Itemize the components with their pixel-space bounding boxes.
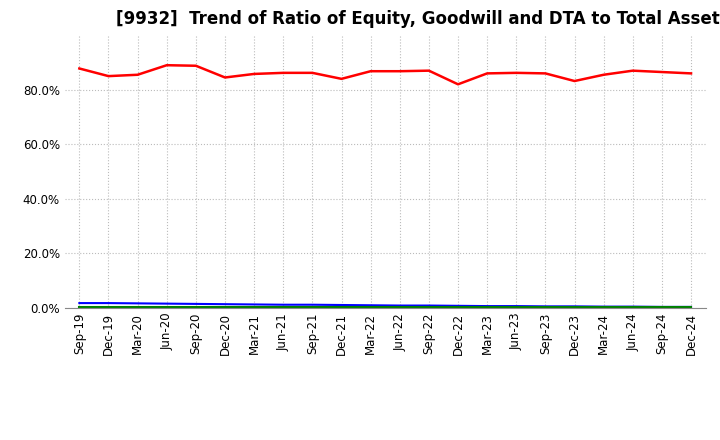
Deferred Tax Assets <box>629 305 637 310</box>
Goodwill <box>570 304 579 309</box>
Goodwill <box>337 302 346 308</box>
Goodwill <box>541 304 550 309</box>
Deferred Tax Assets <box>454 305 462 310</box>
Deferred Tax Assets <box>75 305 84 310</box>
Goodwill <box>75 301 84 306</box>
Equity <box>250 71 258 77</box>
Goodwill <box>512 304 521 309</box>
Deferred Tax Assets <box>163 305 171 310</box>
Deferred Tax Assets <box>220 305 229 310</box>
Equity <box>279 70 287 76</box>
Equity <box>395 69 404 74</box>
Equity <box>337 76 346 81</box>
Equity <box>220 75 229 80</box>
Deferred Tax Assets <box>104 305 113 310</box>
Deferred Tax Assets <box>599 305 608 310</box>
Deferred Tax Assets <box>395 305 404 310</box>
Goodwill <box>366 303 375 308</box>
Equity <box>163 62 171 68</box>
Goodwill <box>192 301 200 307</box>
Equity <box>541 71 550 76</box>
Equity <box>366 69 375 74</box>
Equity <box>570 78 579 84</box>
Goodwill <box>104 301 113 306</box>
Equity <box>657 70 666 75</box>
Deferred Tax Assets <box>192 305 200 310</box>
Deferred Tax Assets <box>657 305 666 310</box>
Deferred Tax Assets <box>133 305 142 310</box>
Equity <box>512 70 521 76</box>
Deferred Tax Assets <box>425 305 433 310</box>
Deferred Tax Assets <box>279 305 287 310</box>
Deferred Tax Assets <box>308 305 317 310</box>
Equity <box>687 71 696 76</box>
Goodwill <box>279 302 287 308</box>
Equity <box>425 68 433 73</box>
Deferred Tax Assets <box>570 305 579 310</box>
Goodwill <box>599 304 608 309</box>
Equity <box>599 72 608 77</box>
Equity <box>192 63 200 68</box>
Deferred Tax Assets <box>483 305 492 310</box>
Line: Equity: Equity <box>79 65 691 84</box>
Goodwill <box>163 301 171 306</box>
Goodwill <box>483 304 492 309</box>
Equity <box>308 70 317 76</box>
Goodwill <box>308 302 317 308</box>
Deferred Tax Assets <box>687 305 696 310</box>
Equity <box>483 71 492 76</box>
Deferred Tax Assets <box>366 305 375 310</box>
Goodwill <box>250 302 258 307</box>
Goodwill <box>454 303 462 308</box>
Goodwill <box>220 301 229 307</box>
Equity <box>75 66 84 71</box>
Deferred Tax Assets <box>541 305 550 310</box>
Line: Goodwill: Goodwill <box>79 303 691 307</box>
Deferred Tax Assets <box>250 305 258 310</box>
Deferred Tax Assets <box>512 305 521 310</box>
Goodwill <box>629 304 637 309</box>
Equity <box>104 73 113 79</box>
Equity <box>133 72 142 77</box>
Goodwill <box>425 303 433 308</box>
Goodwill <box>133 301 142 306</box>
Goodwill <box>395 303 404 308</box>
Goodwill <box>687 304 696 310</box>
Equity <box>629 68 637 73</box>
Text: [9932]  Trend of Ratio of Equity, Goodwill and DTA to Total Assets: [9932] Trend of Ratio of Equity, Goodwil… <box>116 10 720 28</box>
Deferred Tax Assets <box>337 305 346 310</box>
Goodwill <box>657 304 666 310</box>
Equity <box>454 82 462 87</box>
